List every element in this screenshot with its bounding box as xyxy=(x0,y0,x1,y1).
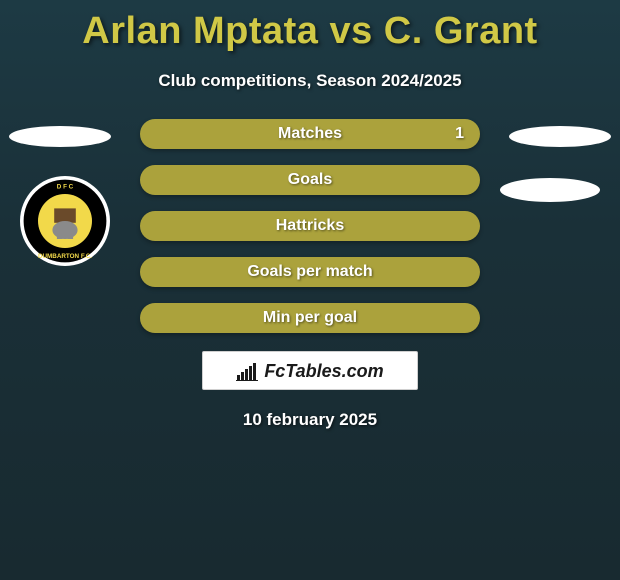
stat-label: Hattricks xyxy=(276,217,344,235)
stat-row-matches: Matches 1 xyxy=(140,119,480,149)
stat-label: Goals xyxy=(288,171,332,189)
stat-label: Matches xyxy=(278,125,342,143)
stat-row-goals-per-match: Goals per match xyxy=(140,257,480,287)
source-badge-text: FcTables.com xyxy=(264,361,383,382)
bar-chart-icon xyxy=(236,363,258,381)
stats-list: Matches 1 Goals Hattricks Goals per matc… xyxy=(0,119,620,333)
stat-value-right: 1 xyxy=(455,125,464,143)
subtitle: Club competitions, Season 2024/2025 xyxy=(0,71,620,91)
stat-label: Min per goal xyxy=(263,309,357,327)
date-text: 10 february 2025 xyxy=(0,410,620,430)
stat-row-min-per-goal: Min per goal xyxy=(140,303,480,333)
stat-row-hattricks: Hattricks xyxy=(140,211,480,241)
source-badge[interactable]: FcTables.com xyxy=(202,351,418,390)
stat-row-goals: Goals xyxy=(140,165,480,195)
stat-label: Goals per match xyxy=(247,263,372,281)
page-title: Arlan Mptata vs C. Grant xyxy=(0,0,620,53)
